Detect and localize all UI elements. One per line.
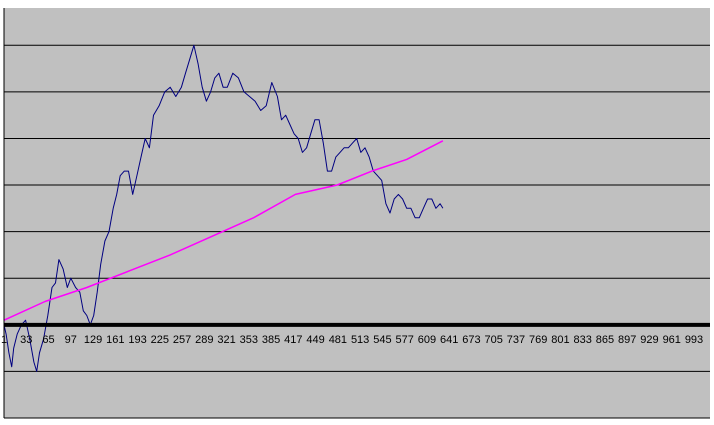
x-tick-label: 513 (351, 334, 369, 346)
x-tick-label: 97 (65, 334, 77, 346)
x-tick-label: 321 (217, 334, 235, 346)
x-tick-label: 481 (329, 334, 347, 346)
x-tick-label: 65 (42, 334, 54, 346)
x-tick-label: 289 (195, 334, 213, 346)
x-tick-label: 737 (507, 334, 525, 346)
x-tick-label: 1 (1, 334, 7, 346)
x-tick-label: 257 (173, 334, 191, 346)
x-tick-label: 609 (418, 334, 436, 346)
plot-background (4, 8, 710, 418)
x-tick-label: 385 (262, 334, 280, 346)
x-tick-label: 865 (596, 334, 614, 346)
series-line-1 (3, 44, 444, 372)
x-tick-label: 801 (551, 334, 569, 346)
x-tick-label: 833 (574, 334, 592, 346)
x-tick-label: 545 (373, 334, 391, 346)
x-tick-label: 417 (284, 334, 302, 346)
x-tick-label: 225 (151, 334, 169, 346)
x-tick-label: 769 (529, 334, 547, 346)
x-tick-label: 577 (395, 334, 413, 346)
x-tick-label: 33 (20, 334, 32, 346)
x-tick-label: 353 (240, 334, 258, 346)
x-tick-label: 449 (306, 334, 324, 346)
x-tick-label: 961 (663, 334, 681, 346)
x-tick-label: 673 (462, 334, 480, 346)
x-tick-label: 929 (640, 334, 658, 346)
x-tick-label: 897 (618, 334, 636, 346)
x-tick-label: 193 (128, 334, 146, 346)
x-tick-label: 993 (685, 334, 703, 346)
series-line-2 (3, 140, 444, 321)
x-tick-label: 161 (106, 334, 124, 346)
x-tick-label: 705 (484, 334, 502, 346)
x-tick-label: 641 (440, 334, 458, 346)
x-tick-label: 129 (84, 334, 102, 346)
